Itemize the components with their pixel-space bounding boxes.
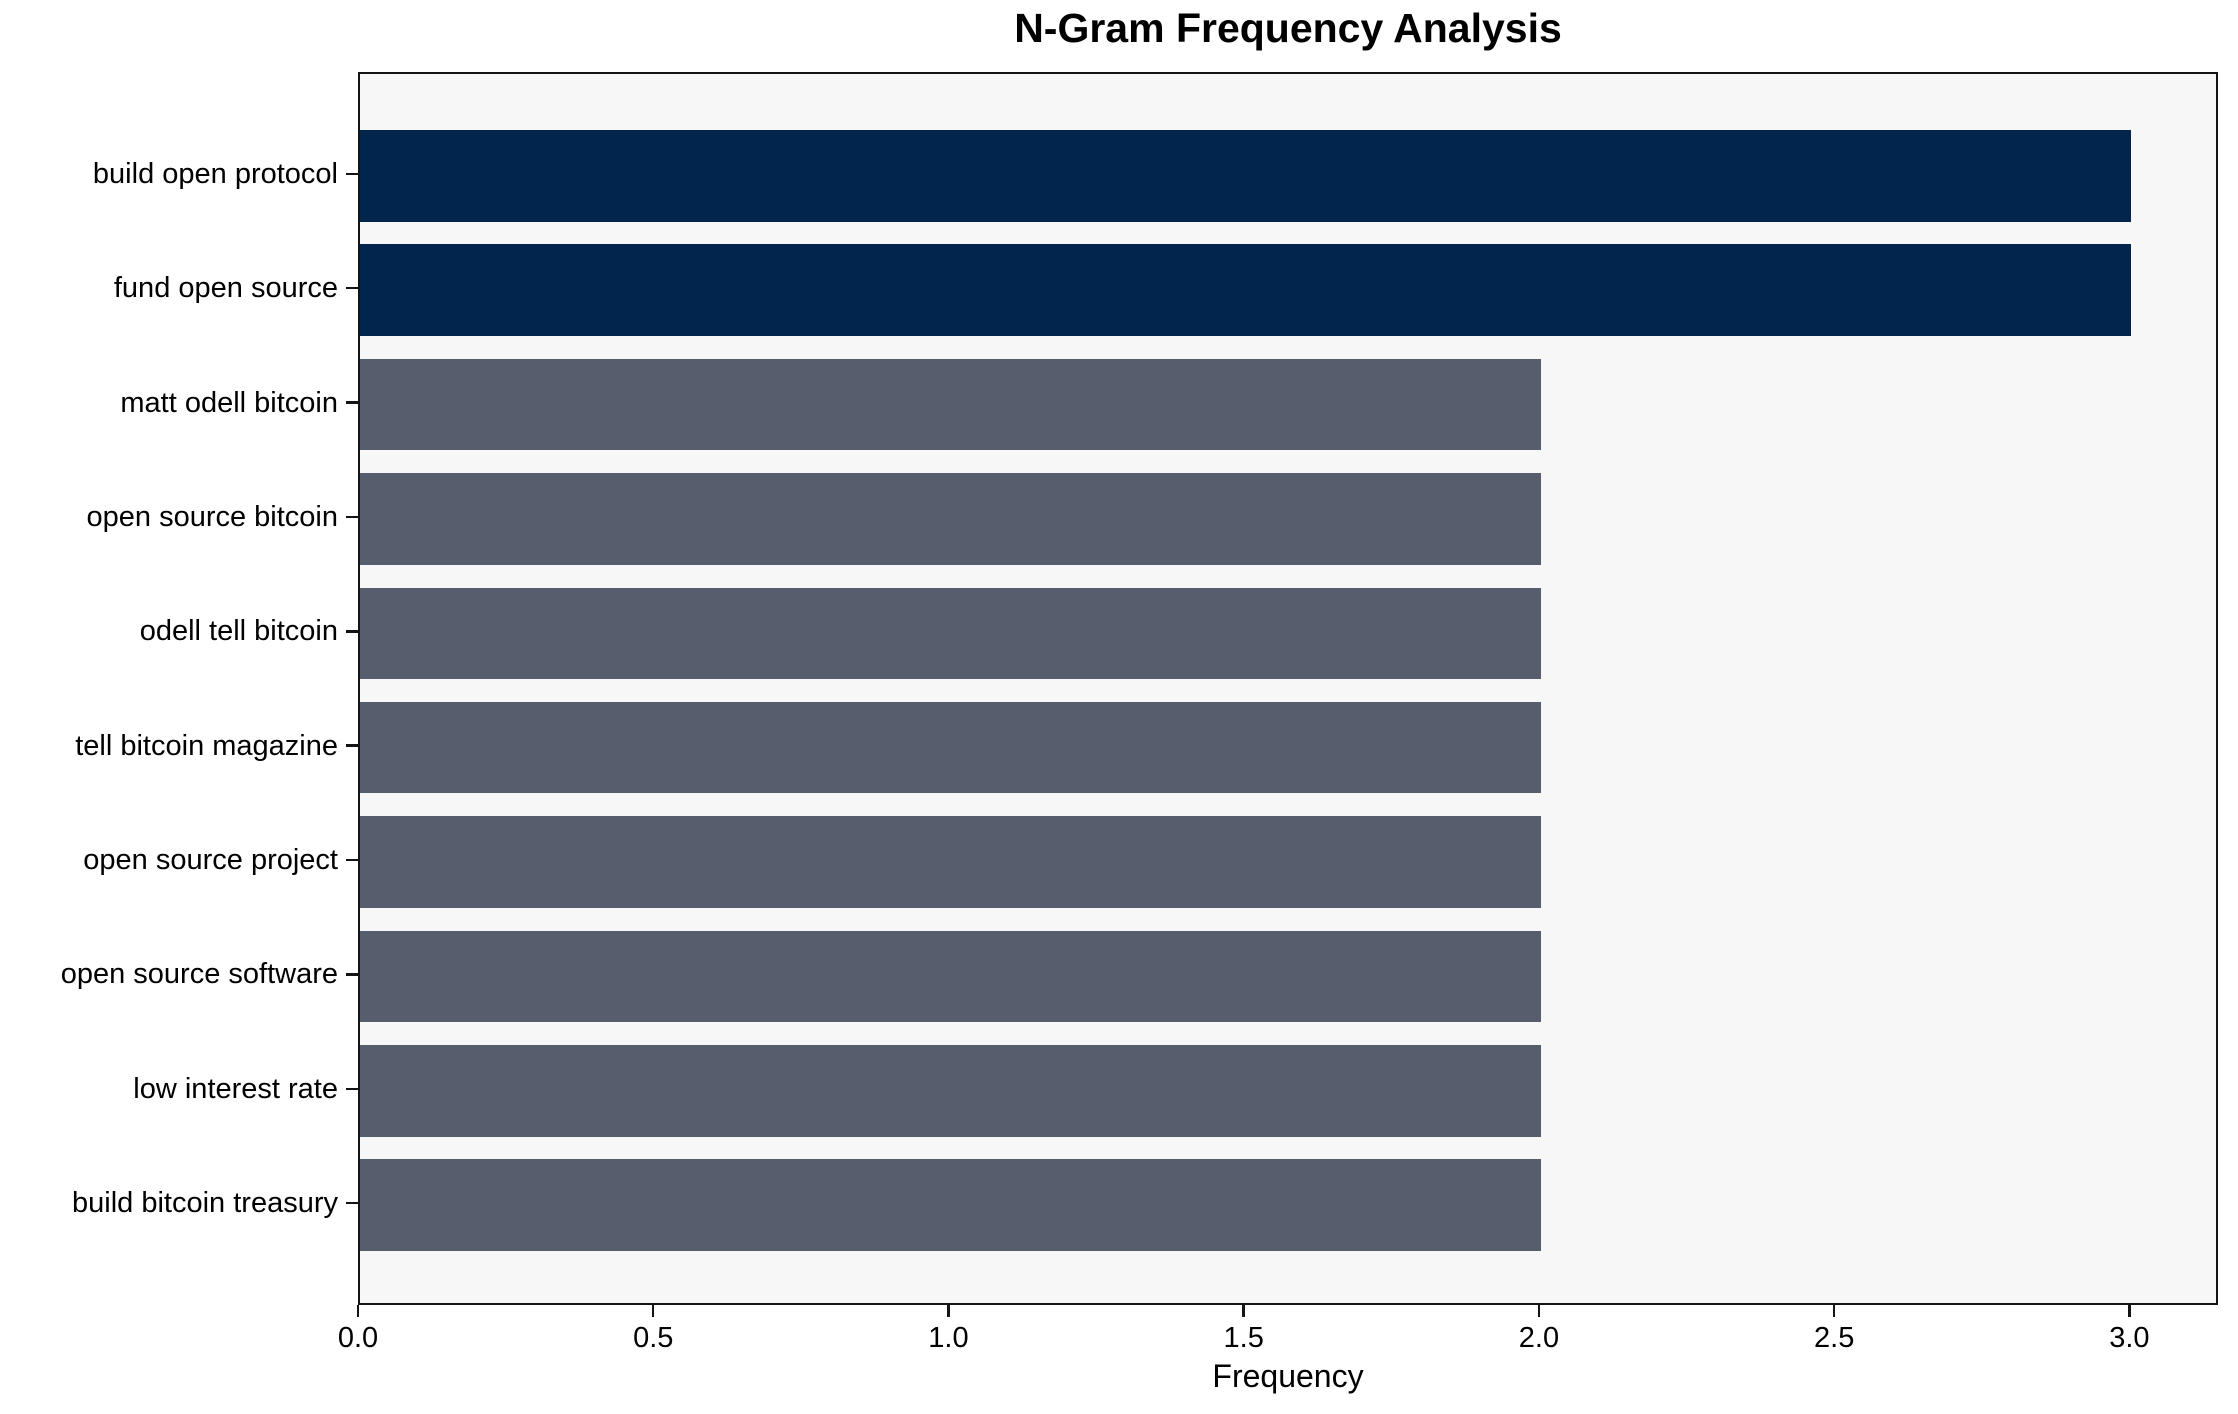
y-tick-mark [346, 401, 358, 404]
x-tick-label: 3.0 [2109, 1322, 2150, 1354]
bar [360, 473, 1541, 565]
y-tick-label: odell tell bitcoin [139, 615, 338, 648]
y-tick-label: build bitcoin treasury [72, 1187, 338, 1220]
bar [360, 930, 1541, 1023]
y-tick-mark [346, 973, 358, 976]
y-tick-label: build open protocol [92, 157, 338, 190]
y-tick-mark [346, 286, 358, 290]
x-tick-mark [947, 1305, 950, 1317]
y-tick-label: open source project [83, 844, 338, 877]
y-tick-mark [346, 1087, 358, 1091]
y-tick-mark [346, 630, 358, 633]
bar [360, 244, 2132, 336]
y-tick-mark [346, 744, 358, 747]
y-tick-label: low interest rate [133, 1072, 338, 1105]
x-tick-label: 1.0 [928, 1322, 969, 1354]
x-tick-mark [2128, 1305, 2131, 1317]
x-tick-label: 1.5 [1223, 1322, 1264, 1354]
bar [360, 701, 1541, 794]
y-tick-label: open source software [60, 958, 338, 991]
x-tick-label: 0.0 [337, 1322, 379, 1354]
chart-title: N-Gram Frequency Analysis [1014, 5, 1562, 51]
y-tick-mark [346, 1201, 358, 1205]
y-tick-mark [346, 858, 358, 862]
bar [360, 358, 1541, 451]
bar [360, 587, 1541, 680]
x-tick-mark [651, 1305, 655, 1317]
bar [360, 130, 2132, 222]
x-tick-mark [1537, 1305, 1541, 1317]
x-tick-label: 0.5 [633, 1322, 674, 1354]
y-tick-mark [346, 172, 358, 176]
y-tick-label: tell bitcoin magazine [75, 729, 338, 762]
y-tick-label: fund open source [113, 272, 338, 305]
y-tick-label: open source bitcoin [86, 500, 339, 533]
x-tick-mark [1242, 1305, 1245, 1317]
plot-area [358, 72, 2218, 1305]
bar [360, 1159, 1541, 1251]
x-tick-mark [1832, 1305, 1836, 1317]
x-tick-label: 2.0 [1518, 1322, 1560, 1354]
y-tick-label: matt odell bitcoin [120, 386, 338, 419]
bar [360, 816, 1541, 908]
y-tick-mark [346, 515, 358, 519]
x-tick-label: 2.5 [1814, 1322, 1855, 1354]
x-axis-label: Frequency [1212, 1358, 1364, 1394]
bar [360, 1045, 1541, 1137]
x-tick-mark [356, 1305, 360, 1317]
